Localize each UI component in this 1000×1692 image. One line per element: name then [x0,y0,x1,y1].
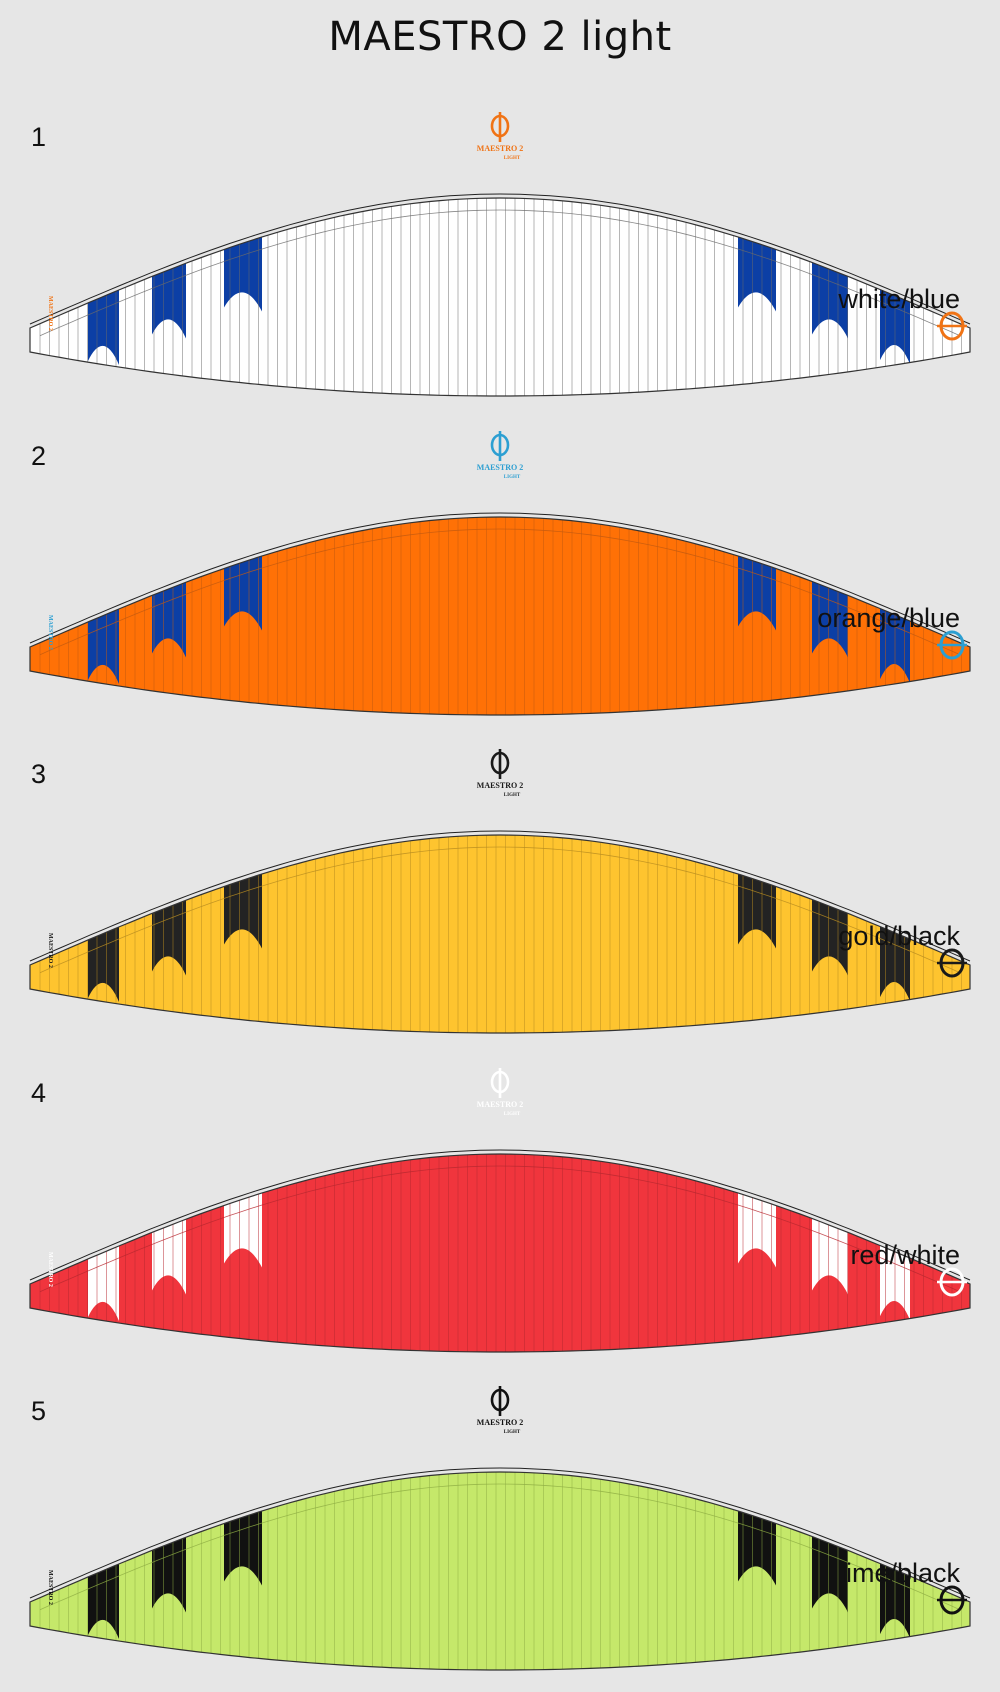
side-logo: MAESTRO 2 [47,1252,53,1287]
side-logo: MAESTRO 2 [47,615,53,650]
maestro-logo-icon: MAESTRO 2 LIGHT [477,1068,523,1117]
accent-panel [152,1533,186,1613]
accent-panel [812,1532,848,1613]
accent-panel [812,258,848,339]
variant-color-label: white/blue [838,284,960,314]
wing-image: MAESTRO 2 LIGHT MAESTRO 2 [29,1386,971,1671]
maestro-logo-icon: MAESTRO 2 LIGHT [477,749,523,798]
accent-panel [812,895,848,976]
accent-panel [224,552,262,631]
wing-outline [29,516,971,716]
wing-outline [29,1153,971,1353]
accent-panel [88,922,119,1002]
top-surface-line [29,1467,971,1599]
side-logo: MAESTRO 2 [47,1570,53,1605]
logo-name: MAESTRO 2 [477,1418,523,1427]
accent-panel [738,870,776,949]
wingtip-logo-icon [937,311,967,341]
color-variant-3: 3 MAESTRO 2 LIGHT MAESTRO 2 gold/black [0,737,1000,1055]
wing-canopy [30,835,970,1033]
logo-sub: LIGHT [504,156,521,161]
accent-panel [812,1214,848,1295]
variant-number: 1 [31,122,47,152]
leading-edge-seam [39,1483,961,1611]
top-surface-line [29,1149,971,1281]
logo-name: MAESTRO 2 [477,1100,523,1109]
logo-name: MAESTRO 2 [477,781,523,790]
variant-color-label: orange/blue [817,603,960,633]
accent-panel [224,1507,262,1586]
leading-edge-seam [39,846,961,974]
leading-edge-seam [39,528,961,656]
accent-panel [224,233,262,312]
accent-panel [224,870,262,949]
wing-canopy [30,198,970,396]
accent-panel [152,896,186,976]
accent-panel [738,233,776,312]
logo-name: MAESTRO 2 [477,463,523,472]
wing-canopy [30,1472,970,1670]
side-logo: MAESTRO 2 [47,933,53,968]
wing-outline [29,834,971,1034]
color-variant-2: 2 MAESTRO 2 LIGHT MAESTRO 2 orange/blue [0,419,1000,737]
top-surface-line [29,830,971,962]
logo-name: MAESTRO 2 [477,144,523,153]
accent-panel [88,1241,119,1321]
accent-panel [224,1189,262,1268]
accent-panel [812,577,848,658]
color-variant-1: 1 MAESTRO 2 LIGHT MAESTRO 2 white/blue [0,100,1000,418]
wing-image: MAESTRO 2 LIGHT MAESTRO 2 [29,431,971,716]
wingtip-logo-icon [937,630,967,660]
leading-edge-seam [39,209,961,337]
side-logo: MAESTRO 2 [47,296,53,331]
top-surface-line [29,512,971,644]
maestro-logo-icon: MAESTRO 2 LIGHT [477,431,523,480]
maestro-logo-icon: MAESTRO 2 LIGHT [477,112,523,161]
variant-number: 5 [31,1396,47,1426]
logo-sub: LIGHT [504,1430,521,1435]
wingtip-logo-icon [937,1585,967,1615]
wing-canopy [30,517,970,715]
variant-number: 2 [31,441,47,471]
page-title: MAESTRO 2 light [328,14,672,60]
accent-panel [152,259,186,339]
logo-sub: LIGHT [504,475,521,480]
accent-panel [88,604,119,684]
accent-panel [738,1507,776,1586]
variant-color-label: lime/black [839,1558,960,1588]
accent-panel [738,1189,776,1268]
variant-number: 4 [31,1078,47,1108]
accent-panel [152,1215,186,1295]
accent-panel [88,285,119,365]
leading-edge-seam [39,1165,961,1293]
wing-outline [29,197,971,397]
accent-panel [152,578,186,658]
variant-number: 3 [31,759,47,789]
wing-canopy [30,1154,970,1352]
accent-panel [738,552,776,631]
color-variant-4: 4 MAESTRO 2 LIGHT MAESTRO 2 red/white [0,1056,1000,1374]
logo-sub: LIGHT [504,793,521,798]
wingtip-logo-icon [937,948,967,978]
accent-panel [88,1559,119,1639]
variant-color-label: gold/black [838,921,960,951]
wingtip-logo-icon [937,1267,967,1297]
wing-image: MAESTRO 2 LIGHT MAESTRO 2 [29,112,971,397]
wing-image: MAESTRO 2 LIGHT MAESTRO 2 [29,749,971,1034]
maestro-logo-icon: MAESTRO 2 LIGHT [477,1386,523,1435]
wing-image: MAESTRO 2 LIGHT MAESTRO 2 [29,1068,971,1353]
top-surface-line [29,193,971,325]
variant-color-label: red/white [850,1240,960,1270]
logo-sub: LIGHT [504,1112,521,1117]
color-variant-5: 5 MAESTRO 2 LIGHT MAESTRO 2 lime/black [0,1374,1000,1692]
